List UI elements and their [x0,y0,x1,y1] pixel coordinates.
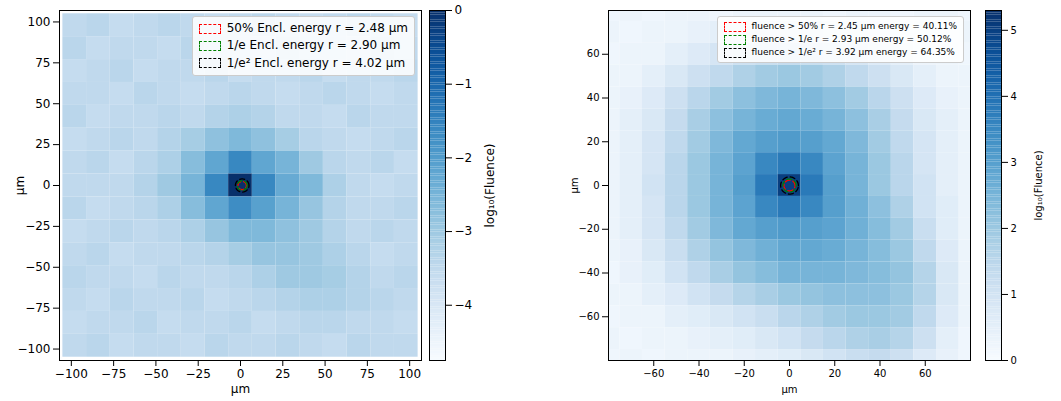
svg-text:40: 40 [874,368,887,379]
svg-text:−60: −60 [643,368,664,379]
html-text:1/e² Encl. energy r = 4.02 μm: 1/e² Encl. energy r = 4.02 μm [226,55,406,70]
svg-text:−50: −50 [143,367,168,381]
svg-text:60: 60 [587,48,600,59]
svg-text:25: 25 [275,367,290,381]
svg-text:−1: −1 [455,77,473,91]
svg-text:−50: −50 [25,260,50,274]
svg-text:1: 1 [1011,289,1017,300]
svg-text:−4: −4 [455,298,473,312]
svg-text:0: 0 [455,3,463,17]
svg-text:−40: −40 [688,368,709,379]
svg-text:50: 50 [317,367,332,381]
svg-text:−3: −3 [455,224,473,238]
html-text:1/e Encl. energy r = 2.90 μm: 1/e Encl. energy r = 2.90 μm [226,38,401,53]
svg-text:−40: −40 [578,267,599,278]
svg-text:0: 0 [786,368,792,379]
html-text:fluence > 50% r = 2.45 μm ener: fluence > 50% r = 2.45 μm energy = 40.11… [751,21,957,31]
svg-text:0: 0 [237,367,245,381]
svg-text:−25: −25 [25,219,50,233]
svg-text:50: 50 [35,97,50,111]
svg-text:0: 0 [43,178,51,192]
svg-text:−75: −75 [101,367,126,381]
svg-text:log₁₀(Fluence): log₁₀(Fluence) [483,143,497,227]
svg-text:−25: −25 [186,367,211,381]
svg-text:μm: μm [13,176,27,195]
svg-text:0: 0 [593,180,599,191]
svg-text:100: 100 [398,367,421,381]
svg-text:−100: −100 [55,367,88,381]
svg-text:20: 20 [587,136,600,147]
svg-text:−75: −75 [25,301,50,315]
svg-text:μm: μm [231,382,250,396]
svg-text:−20: −20 [578,223,599,234]
svg-text:3: 3 [1011,157,1017,168]
svg-text:−2: −2 [455,151,473,165]
svg-text:40: 40 [587,92,600,103]
svg-text:log₁₀(Fluence): log₁₀(Fluence) [1033,150,1044,220]
svg-text:75: 75 [360,367,375,381]
svg-text:60: 60 [919,368,932,379]
html-text:50% Encl. energy r = 2.48 μm: 50% Encl. energy r = 2.48 μm [226,21,408,35]
svg-text:μm: μm [569,177,580,193]
svg-text:μm: μm [781,384,797,395]
svg-text:−60: −60 [578,311,599,322]
svg-text:100: 100 [28,15,51,29]
svg-text:25: 25 [35,137,50,151]
svg-text:4: 4 [1011,91,1017,102]
svg-text:0: 0 [1011,355,1017,366]
html-text:fluence > 1/e² r = 3.92 μm ene: fluence > 1/e² r = 3.92 μm energy = 64.3… [751,47,955,58]
svg-text:5: 5 [1011,25,1017,36]
svg-text:−100: −100 [18,342,51,356]
svg-text:−20: −20 [734,368,755,379]
html-text:fluence > 1/e r = 2.93 μm ener: fluence > 1/e r = 2.93 μm energy = 50.12… [751,34,952,44]
svg-text:2: 2 [1011,223,1017,234]
svg-text:20: 20 [828,368,841,379]
svg-text:75: 75 [35,56,50,70]
